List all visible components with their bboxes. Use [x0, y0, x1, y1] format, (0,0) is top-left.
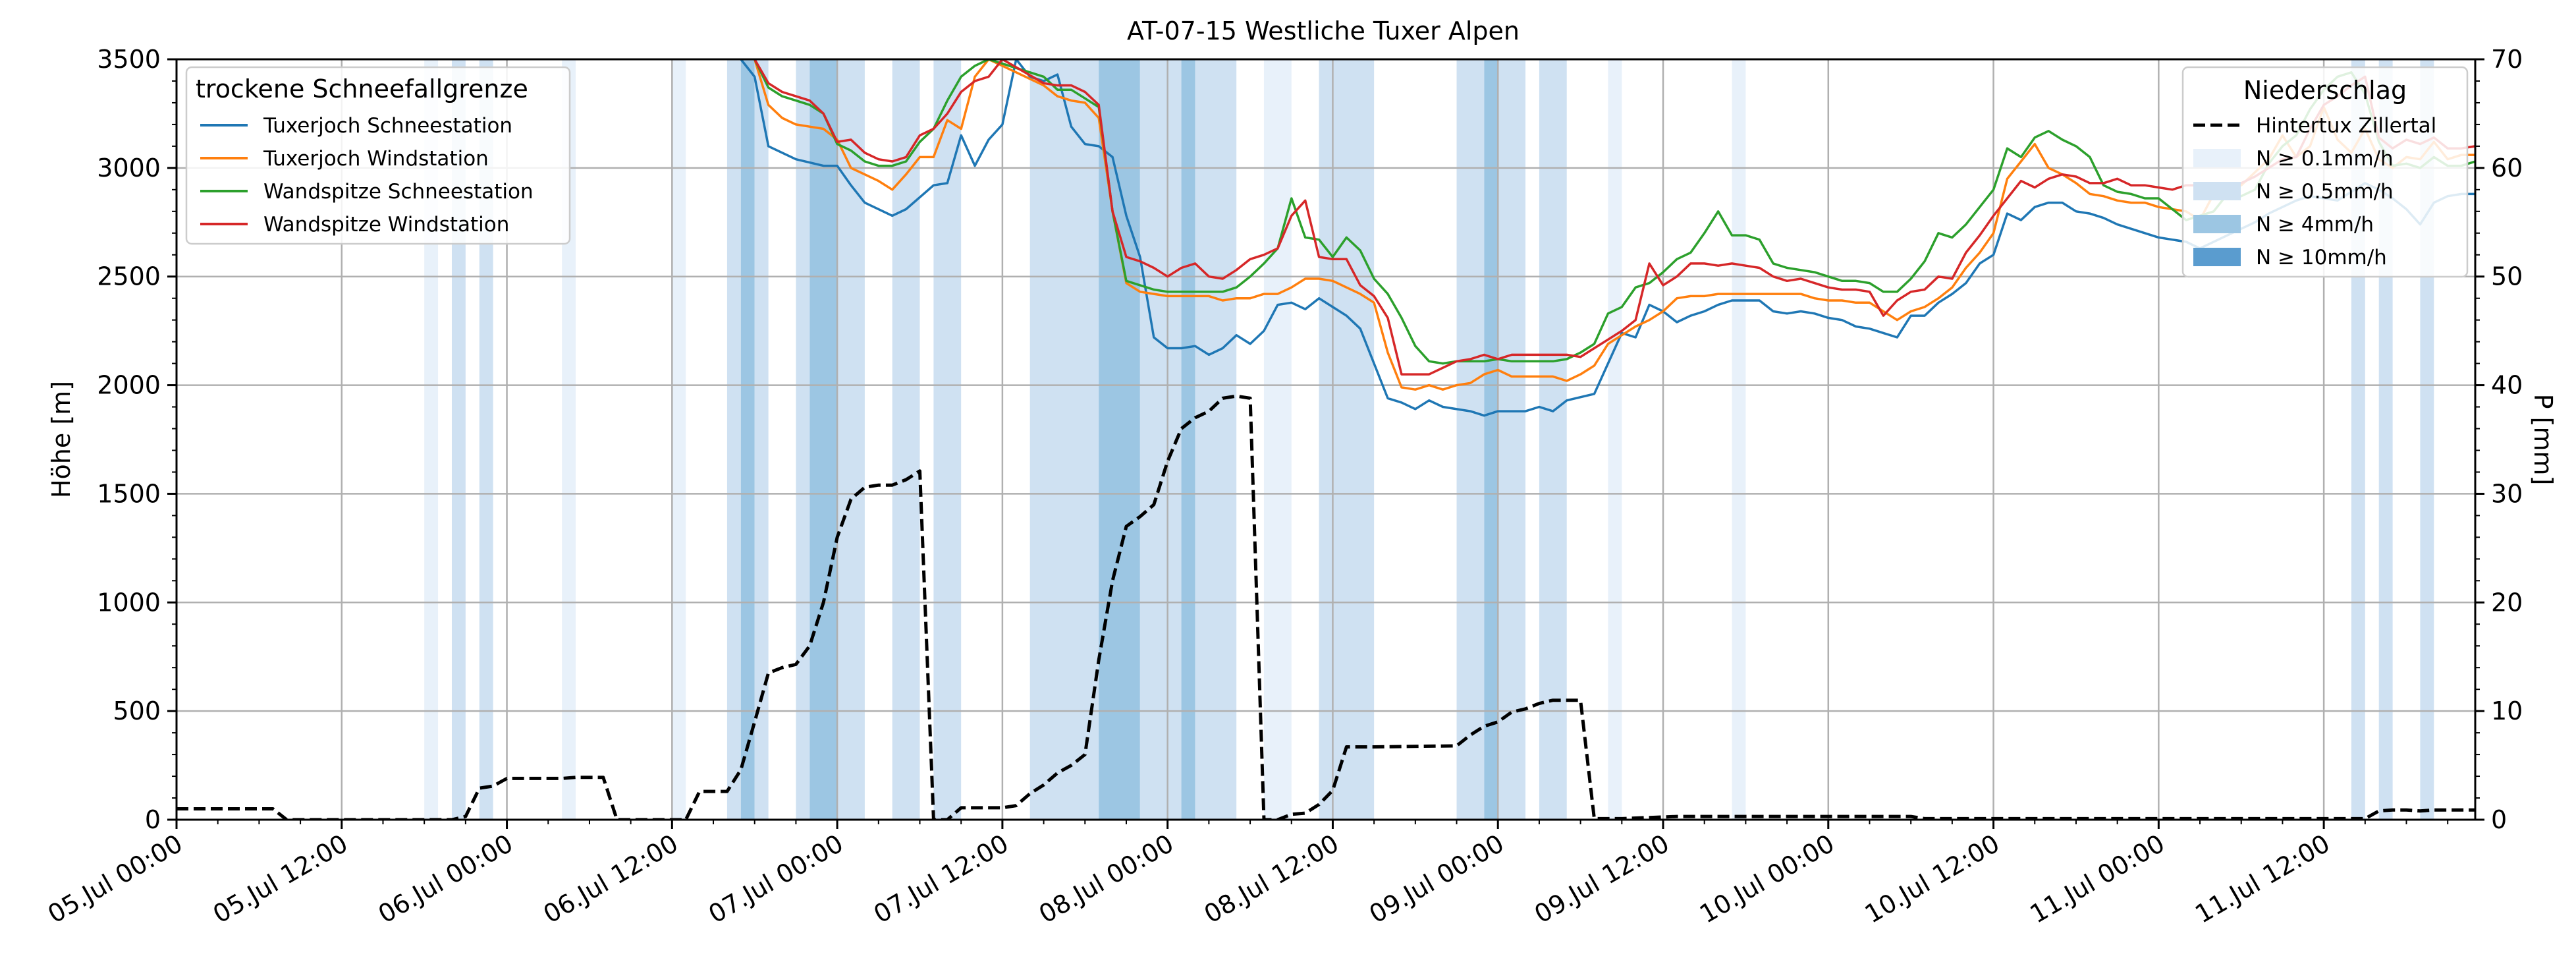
x-tick-label: 11.Jul 12:00	[2190, 829, 2334, 929]
x-tick-label: 06.Jul 00:00	[373, 829, 518, 929]
x-tick-label: 10.Jul 12:00	[1860, 829, 2004, 929]
precip-band	[1195, 59, 1237, 820]
y-tick-label: 1500	[97, 479, 161, 508]
x-tick-label: 10.Jul 00:00	[1695, 829, 1839, 929]
legend-entry: N ≥ 4mm/h	[2256, 213, 2374, 237]
legend-box	[2181, 66, 2469, 278]
precip-band	[1319, 59, 1375, 820]
legend-entry: Tuxerjoch Schneestation	[263, 114, 512, 138]
precip-band	[424, 59, 439, 820]
y2-tick-label: 60	[2491, 154, 2523, 183]
precip-band	[1608, 59, 1622, 820]
x-tick-label: 06.Jul 12:00	[538, 829, 682, 929]
y-tick-label: 0	[145, 805, 161, 834]
precip-bands	[424, 59, 2434, 820]
y-axis-label: Höhe [m]	[47, 381, 76, 498]
legend-entry: N ≥ 0.1mm/h	[2256, 147, 2394, 171]
y2-tick-label: 70	[2491, 45, 2523, 74]
x-tick-label: 09.Jul 12:00	[1529, 829, 1674, 929]
legend-entry: N ≥ 0.5mm/h	[2256, 180, 2394, 204]
precip-band	[740, 59, 755, 820]
precip-band	[1484, 59, 1498, 820]
y-tick-label: 1000	[97, 588, 161, 617]
y2-tick-label: 10	[2491, 696, 2523, 725]
y-tick-label: 2500	[97, 262, 161, 291]
precip-band	[1029, 59, 1099, 820]
x-tick-label: 08.Jul 00:00	[1034, 829, 1178, 929]
legend-entry: Hintertux Zillertal	[2256, 114, 2436, 138]
legend-title: trockene Schneefallgrenze	[196, 74, 528, 103]
precip-band	[1498, 59, 1526, 820]
precip-band	[726, 59, 741, 820]
y2-tick-label: 20	[2491, 588, 2523, 617]
precip-band	[1732, 59, 1746, 820]
legend-entry: N ≥ 10mm/h	[2256, 246, 2387, 269]
legend-box	[185, 66, 571, 245]
legend-swatch	[2193, 248, 2241, 266]
series-line	[740, 59, 2475, 417]
precip-band	[1263, 59, 1292, 820]
precip-band	[1539, 59, 1567, 820]
x-tick-label: 08.Jul 12:00	[1199, 829, 1344, 929]
y2-tick-label: 30	[2491, 479, 2523, 508]
legend-swatch	[2193, 149, 2241, 167]
y-tick-label: 3000	[97, 154, 161, 183]
precip-band	[1099, 59, 1140, 820]
y-tick-label: 2000	[97, 371, 161, 400]
y-tick-label: 3500	[97, 45, 161, 74]
x-tick-label: 07.Jul 00:00	[703, 829, 848, 929]
plot-frame	[175, 58, 2477, 821]
legend-title: Niederschlag	[2243, 76, 2407, 105]
legend-entry: Wandspitze Windstation	[263, 213, 509, 237]
precip-band	[479, 59, 493, 820]
legend-entry: Wandspitze Schneestation	[263, 180, 534, 204]
precip-band	[562, 59, 576, 820]
precip-band	[933, 59, 962, 820]
y2-tick-label: 40	[2491, 371, 2523, 400]
series-line	[177, 394, 2475, 820]
x-tick-label: 05.Jul 00:00	[43, 829, 187, 929]
precip-band	[1181, 59, 1195, 820]
precip-band	[672, 59, 686, 820]
legend-entry: Tuxerjoch Windstation	[263, 147, 489, 171]
chart-title: AT-07-15 Westliche Tuxer Alpen	[1127, 16, 1520, 45]
legend-snowline: trockene Schneefallgrenze Tuxerjoch Schne…	[185, 66, 571, 245]
precip-band	[1456, 59, 1485, 820]
legend-precip: Niederschlag Hintertux Zillertal N ≥ 0.1mm…	[2181, 66, 2469, 278]
precip-band	[809, 59, 838, 820]
x-tick-label: 07.Jul 12:00	[869, 829, 1013, 929]
x-tick-label: 05.Jul 12:00	[208, 829, 352, 929]
y2-axis-label: P [mm]	[2529, 394, 2558, 486]
x-tick-label: 09.Jul 00:00	[1364, 829, 1508, 929]
legend-swatch	[2193, 182, 2241, 200]
legend-swatch	[2193, 215, 2241, 233]
y2-tick-label: 50	[2491, 262, 2523, 291]
y-tick-label: 500	[113, 696, 161, 725]
x-tick-label: 11.Jul 00:00	[2025, 829, 2169, 929]
y2-tick-label: 0	[2491, 805, 2507, 834]
precip-band	[754, 59, 769, 820]
precip-band	[451, 59, 466, 820]
precip-band	[1139, 59, 1182, 820]
precip-band	[796, 59, 810, 820]
